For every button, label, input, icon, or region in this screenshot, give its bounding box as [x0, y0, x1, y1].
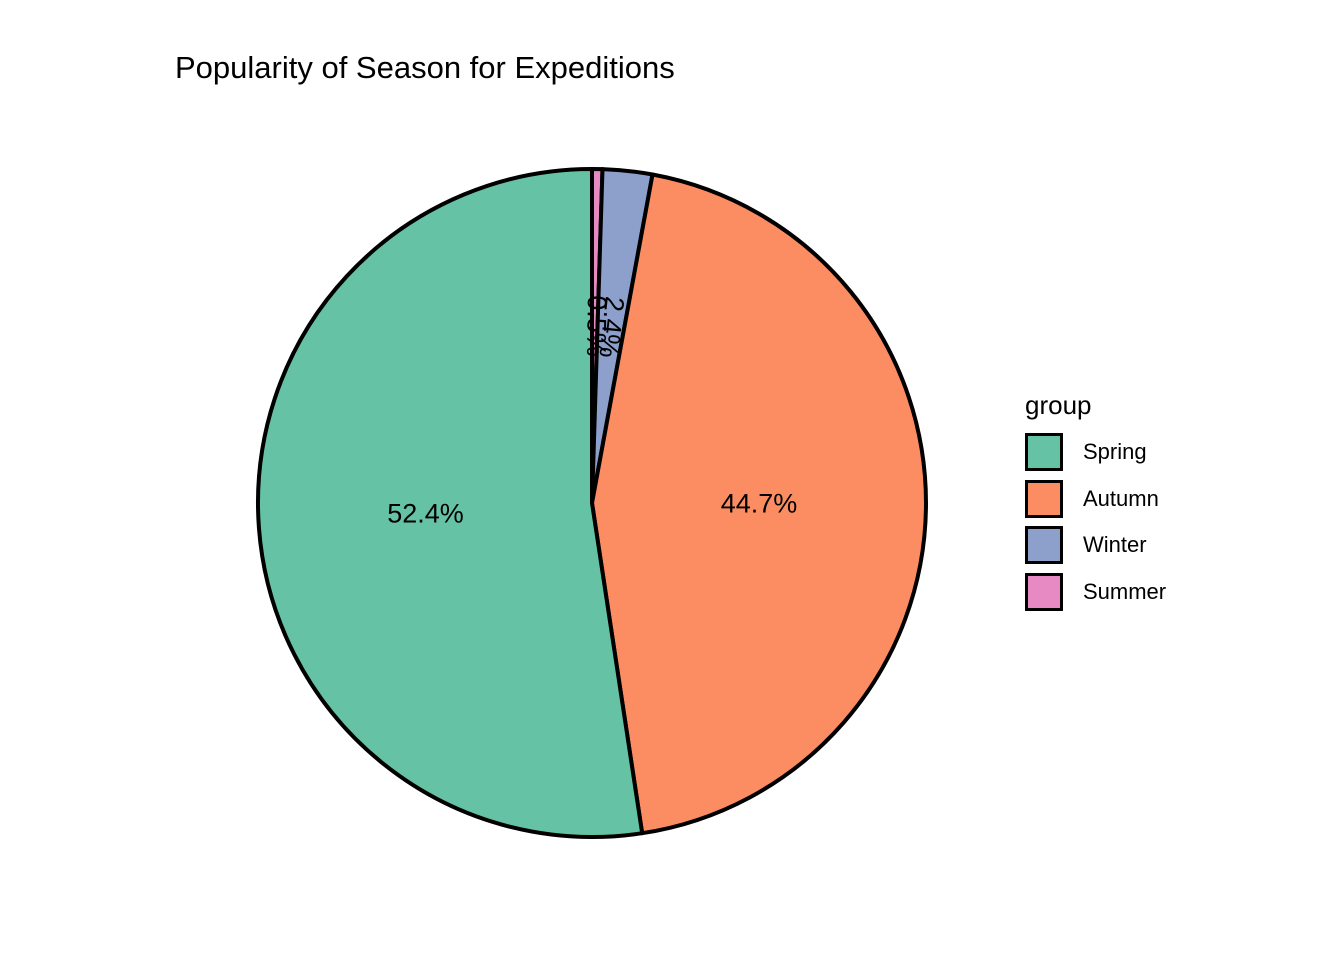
legend-label-winter: Winter	[1083, 532, 1147, 558]
legend: group Spring Autumn Winter Summer	[1025, 390, 1166, 615]
pie-slices	[256, 167, 928, 839]
chart-title: Popularity of Season for Expeditions	[175, 50, 675, 85]
legend-item-winter: Winter	[1025, 522, 1166, 569]
legend-key-summer	[1025, 572, 1063, 611]
pie-slice-labels: 0.5%2.4% 44.7% 52.4%	[387, 295, 797, 529]
pie-slice-spring	[256, 167, 645, 839]
legend-label-summer: Summer	[1083, 578, 1167, 604]
legend-key-spring	[1025, 433, 1063, 472]
legend-item-spring: Spring	[1025, 429, 1166, 476]
slice-label-spring: 52.4%	[387, 499, 464, 529]
legend-label-spring: Spring	[1083, 439, 1147, 465]
legend-key-winter	[1025, 526, 1063, 565]
slice-label-autumn: 44.7%	[721, 489, 798, 519]
slice-label-summer: 0.5%	[581, 295, 612, 357]
legend-item-autumn: Autumn	[1025, 476, 1166, 523]
legend-items: Spring Autumn Winter Summer	[1025, 429, 1166, 615]
legend-item-summer: Summer	[1025, 569, 1166, 616]
slice-label-winter: 2.4%	[593, 295, 629, 359]
legend-title: group	[1025, 390, 1092, 420]
pie-slice-autumn	[590, 172, 928, 836]
legend-label-autumn: Autumn	[1083, 485, 1159, 511]
legend-key-autumn	[1025, 479, 1063, 518]
